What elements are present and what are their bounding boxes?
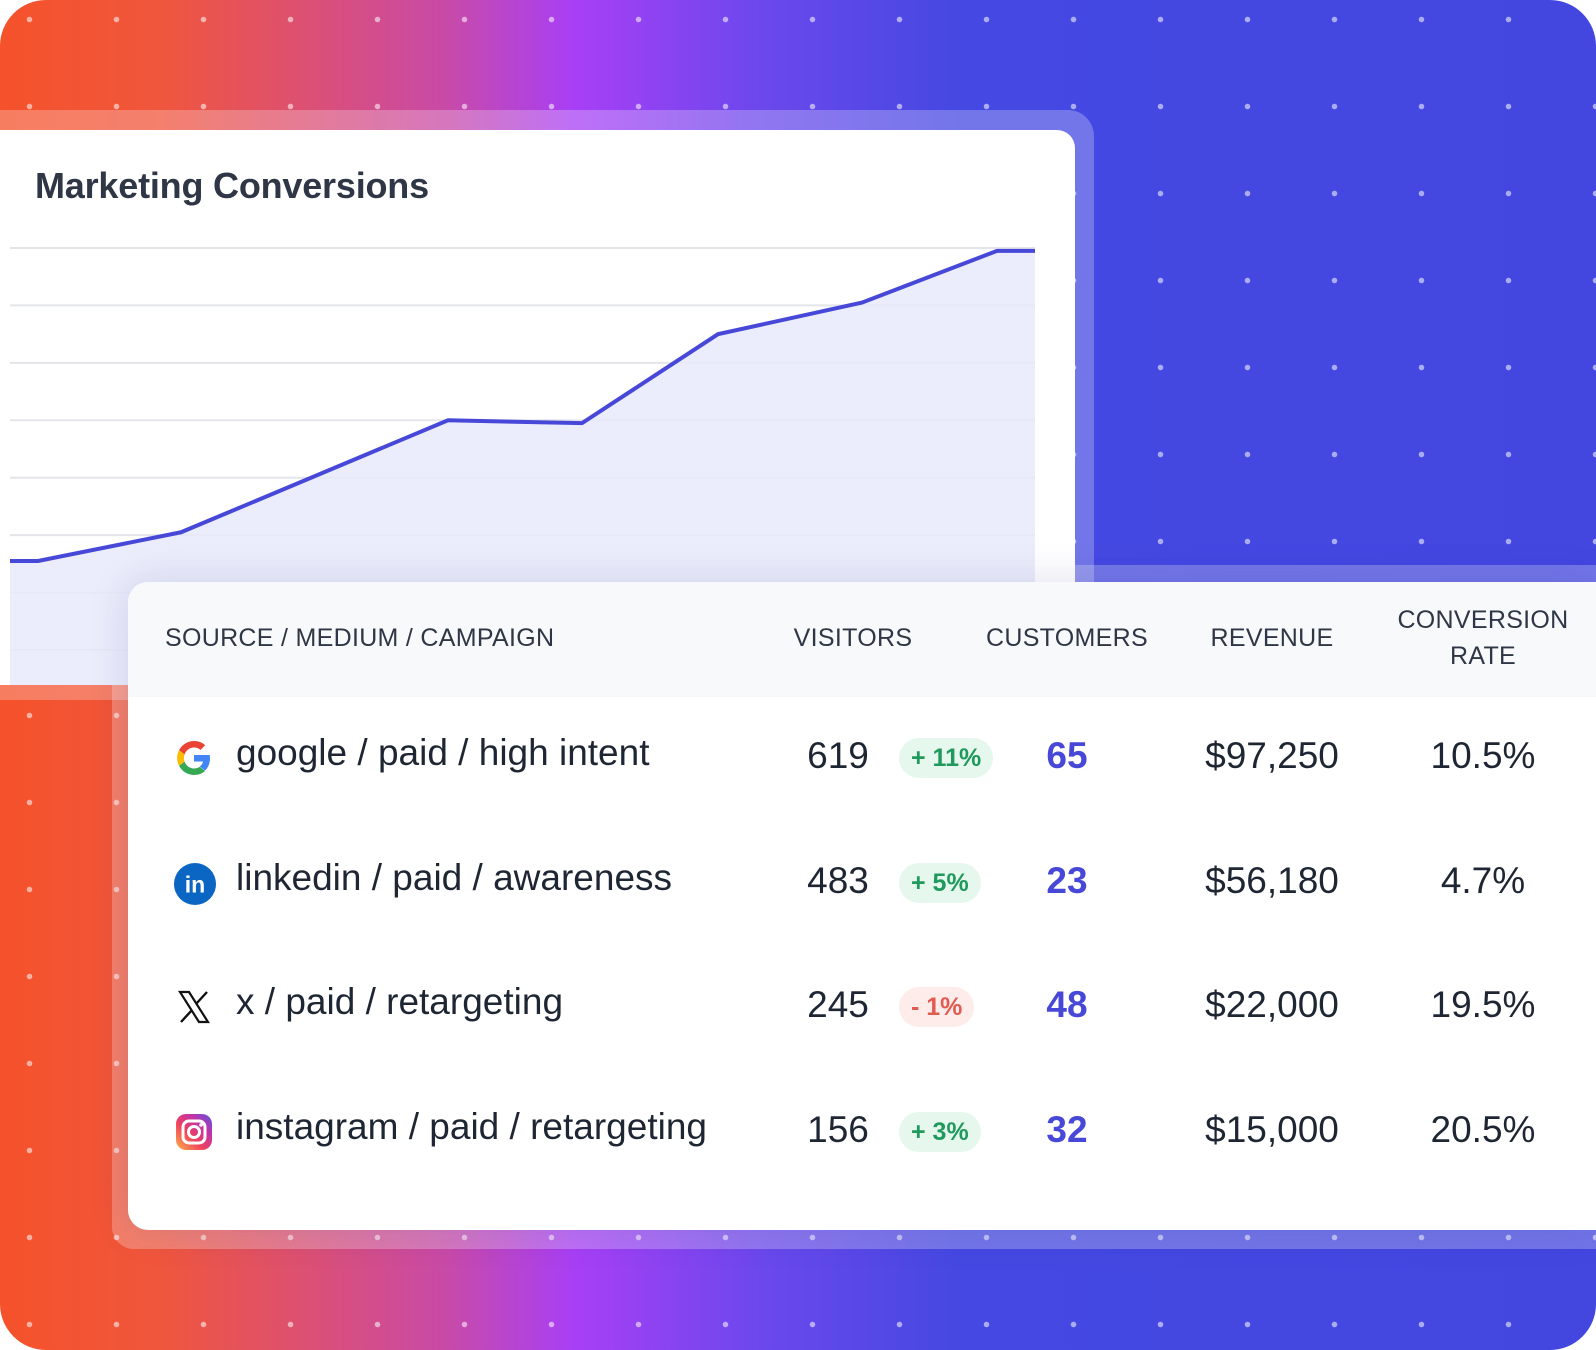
customers-value[interactable]: 65: [1046, 735, 1088, 776]
x-icon: [174, 987, 214, 1027]
table-row[interactable]: x / paid / retargeting 245 - 1% 48 $22,0…: [128, 959, 1596, 1083]
change-badge: + 11%: [899, 738, 994, 778]
revenue-value: $22,000: [1205, 984, 1339, 1025]
visitors-value: 245: [807, 984, 869, 1025]
revenue-value: $97,250: [1205, 735, 1339, 776]
conversion-rate-value: 10.5%: [1430, 735, 1536, 776]
linkedin-icon: in: [174, 862, 216, 905]
header-conversion-line1: CONVERSION: [1397, 606, 1569, 634]
source-label[interactable]: instagram / paid / retargeting: [236, 1105, 707, 1147]
conversion-rate-value: 4.7%: [1440, 859, 1526, 901]
conversion-rate-value: 20.5%: [1430, 1108, 1536, 1150]
visitors-value: 156: [807, 1108, 869, 1150]
header-conversion-line2: RATE: [1449, 642, 1517, 670]
revenue-value: $15,000: [1205, 1108, 1339, 1150]
chart-title: Marketing Conversions: [35, 165, 429, 206]
campaign-table: SOURCE / MEDIUM / CAMPAIGN VISITORS CUST…: [128, 582, 1596, 1230]
table-row[interactable]: google / paid / high intent 619 + 11% 65…: [128, 710, 1596, 834]
header-visitors[interactable]: VISITORS: [793, 624, 913, 652]
customers-value[interactable]: 23: [1046, 859, 1088, 901]
change-badge: + 3%: [899, 1111, 981, 1152]
instagram-icon: [174, 1112, 214, 1152]
area-fill: [10, 250, 1035, 685]
google-icon: [174, 738, 214, 778]
visitors-value: 619: [807, 735, 869, 776]
source-label[interactable]: google / paid / high intent: [236, 732, 650, 773]
customers-value[interactable]: 32: [1046, 1108, 1088, 1150]
series-line: [10, 248, 1035, 563]
change-badge: - 1%: [899, 987, 975, 1027]
visitors-value: 483: [807, 859, 869, 901]
change-badge: + 5%: [899, 862, 981, 903]
header-customers[interactable]: CUSTOMERS: [986, 624, 1148, 652]
header-source[interactable]: SOURCE / MEDIUM / CAMPAIGN: [165, 624, 555, 652]
header-conversion-rate[interactable]: CONVERSION RATE: [1393, 602, 1573, 674]
source-label[interactable]: linkedin / paid / awareness: [236, 856, 673, 898]
source-label[interactable]: x / paid / retargeting: [236, 981, 564, 1022]
customers-value[interactable]: 48: [1046, 984, 1088, 1025]
conversion-rate-value: 19.5%: [1430, 984, 1536, 1025]
table-row[interactable]: in linkedin / paid / awareness 483 + 5% …: [128, 835, 1596, 959]
header-revenue[interactable]: REVENUE: [1210, 624, 1334, 652]
svg-text:in: in: [185, 871, 206, 897]
table-header: SOURCE / MEDIUM / CAMPAIGN VISITORS CUST…: [128, 582, 1596, 697]
table-row[interactable]: instagram / paid / retargeting 156 + 3% …: [128, 1084, 1596, 1208]
revenue-value: $56,180: [1205, 859, 1339, 901]
